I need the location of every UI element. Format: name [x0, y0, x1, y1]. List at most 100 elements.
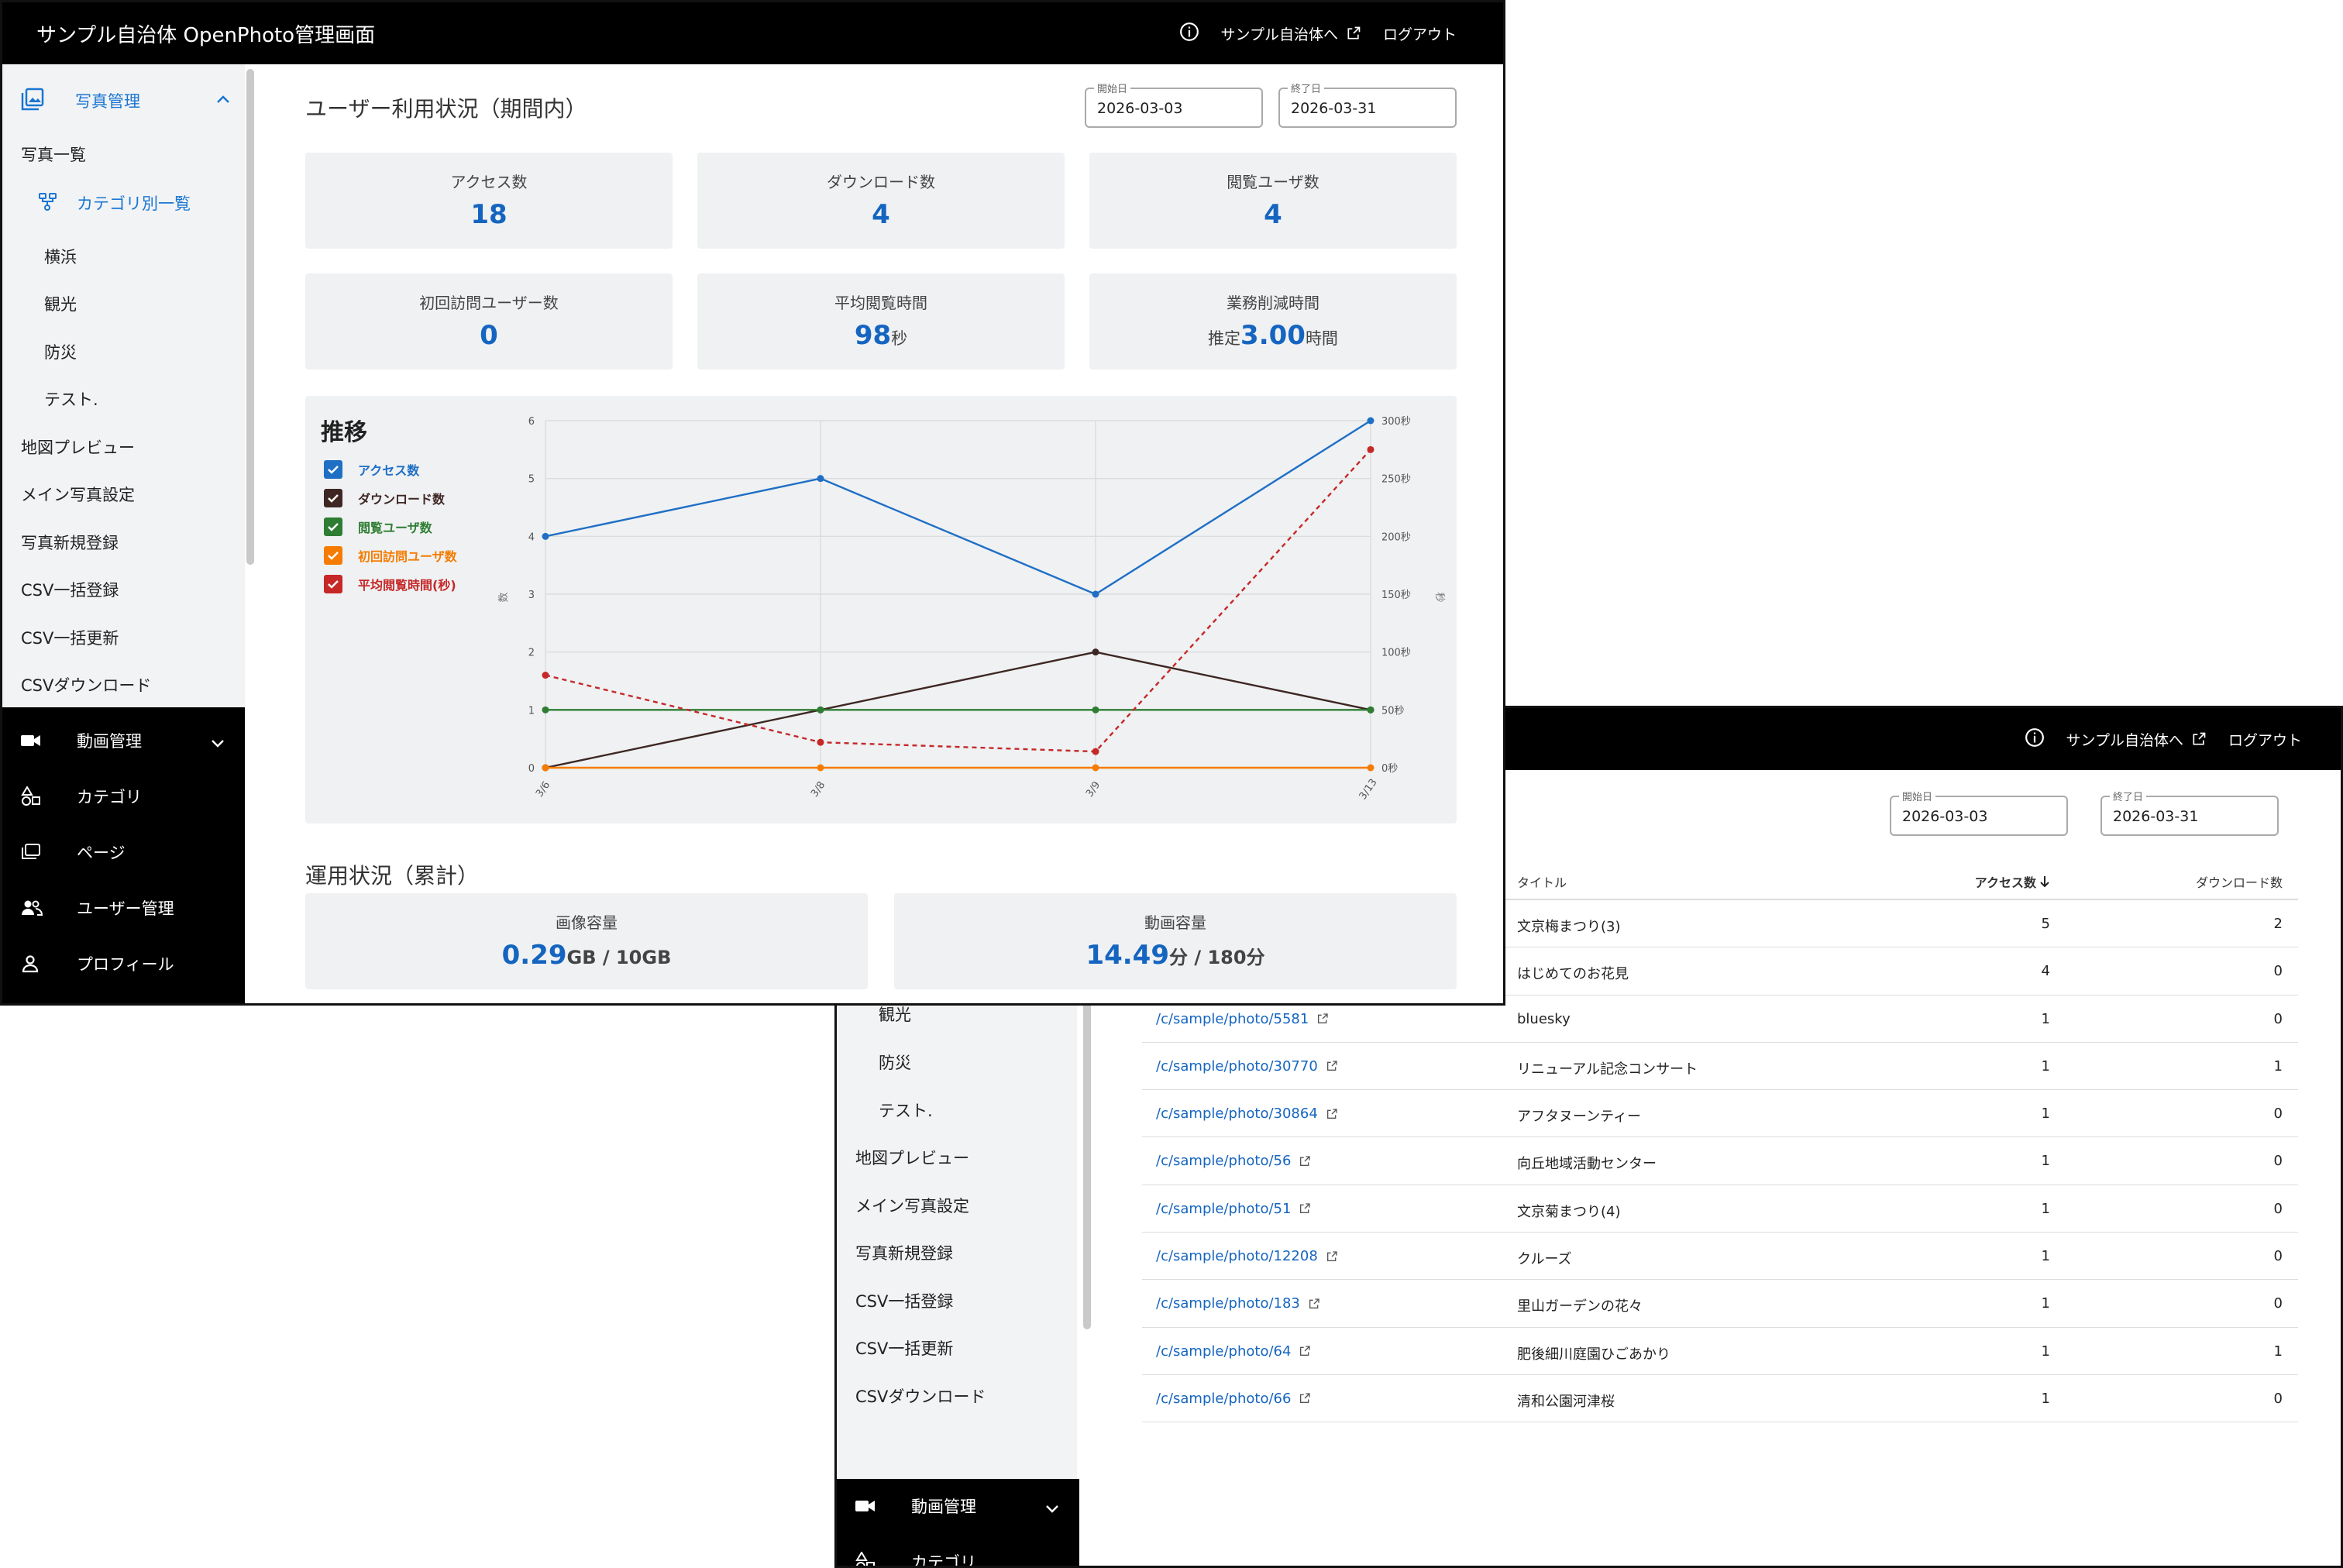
nav-user-management[interactable]: ユーザー管理: [2, 881, 245, 935]
x-tick-label: 3/6: [534, 779, 552, 799]
row-download-count: 2: [2273, 916, 2283, 932]
stat-download-value: 4: [872, 199, 890, 230]
sidebar-scrollbar[interactable]: [1083, 770, 1091, 1329]
logout-button[interactable]: ログアウト: [1382, 26, 1457, 43]
y-tick-label-left: 4: [528, 531, 535, 543]
start-date-field[interactable]: 開始日 2026-03-03: [1085, 81, 1263, 128]
photo-link-text: /c/sample/photo/64: [1156, 1343, 1292, 1360]
nav-profile[interactable]: プロフィール: [2, 937, 245, 991]
sidebar-photo-section-label: 写真管理: [75, 92, 140, 111]
start-date-value: 2026-03-03: [1902, 808, 1988, 825]
sidebar-item-new-photo[interactable]: 写真新規登録: [855, 1244, 953, 1263]
legend-item[interactable]: 初回訪問ユーザ数: [324, 541, 457, 569]
end-date-field[interactable]: 終了日 2026-03-31: [1278, 81, 1457, 128]
site-link[interactable]: サンプル自治体へ: [1221, 23, 1361, 44]
checkbox-icon[interactable]: [324, 459, 342, 479]
external-link-icon: [1347, 26, 1361, 40]
legend-item[interactable]: 閲覧ユーザ数: [324, 512, 457, 541]
start-date-value: 2026-03-03: [1097, 100, 1183, 117]
photo-link[interactable]: /c/sample/photo/12208: [1156, 1248, 1338, 1264]
legend-item[interactable]: 平均閲覧時間(秒): [324, 569, 457, 598]
end-date-field[interactable]: 終了日 2026-03-31: [2100, 789, 2279, 836]
photo-link[interactable]: /c/sample/photo/64: [1156, 1343, 1311, 1360]
photo-link[interactable]: /c/sample/photo/51: [1156, 1201, 1311, 1217]
photo-link[interactable]: /c/sample/photo/30770: [1156, 1058, 1338, 1075]
sidebar-category-bousai[interactable]: 防災: [879, 1054, 911, 1072]
start-date-field[interactable]: 開始日 2026-03-03: [1890, 789, 2068, 836]
sidebar-item-photo-list[interactable]: 写真一覧: [21, 146, 86, 164]
y-tick-label-right: 100秒: [1381, 648, 1411, 659]
video-capacity-card: 動画容量 14.49分 / 180分: [894, 893, 1457, 989]
photo-link[interactable]: /c/sample/photo/183: [1156, 1295, 1320, 1312]
x-tick-label: 3/13: [1357, 777, 1380, 803]
sidebar-item-map-preview[interactable]: 地図プレビュー: [21, 438, 135, 457]
sidebar-photo-section[interactable]: 写真管理: [21, 88, 230, 114]
photo-link[interactable]: /c/sample/photo/30864: [1156, 1106, 1338, 1122]
sidebar-item-map-preview[interactable]: 地図プレビュー: [855, 1149, 969, 1167]
sidebar-category-yokohama[interactable]: 横浜: [44, 248, 77, 266]
row-title: アフタヌーンティー: [1517, 1109, 1642, 1126]
row-access-count: 4: [2041, 963, 2050, 980]
sidebar-item-category-list-label: カテゴリ別一覧: [77, 194, 191, 213]
legend-label: ダウンロード数: [358, 491, 446, 507]
sidebar-item-csv-download[interactable]: CSVダウンロード: [855, 1387, 986, 1406]
sidebar-category-test[interactable]: テスト.: [44, 390, 98, 409]
sidebar-item-csv-update[interactable]: CSV一括更新: [21, 629, 119, 648]
y-tick-label-left: 1: [528, 705, 535, 717]
photo-link[interactable]: /c/sample/photo/66: [1156, 1391, 1311, 1407]
column-access: アクセス数: [1974, 875, 2036, 890]
checkbox-icon[interactable]: [324, 574, 342, 593]
y-tick-label-right: 250秒: [1381, 474, 1411, 486]
stat-first-visit: 初回訪問ユーザー数 0: [305, 273, 673, 370]
sidebar-item-csv-import[interactable]: CSV一括登録: [21, 581, 119, 600]
photo-link-text: /c/sample/photo/12208: [1156, 1248, 1318, 1265]
chevron-up-icon: [216, 92, 230, 107]
info-icon[interactable]: [2025, 727, 2045, 751]
sidebar-item-csv-import[interactable]: CSV一括登録: [855, 1292, 954, 1311]
nav-page[interactable]: ページ: [2, 825, 245, 879]
site-link-label: サンプル自治体へ: [1220, 26, 1338, 43]
nav-category[interactable]: カテゴリ: [837, 1535, 1079, 1566]
site-link[interactable]: サンプル自治体へ: [2066, 729, 2207, 750]
sidebar-item-category-list[interactable]: カテゴリ別一覧: [38, 191, 191, 215]
sidebar-item-main-photo[interactable]: メイン写真設定: [855, 1197, 969, 1216]
sidebar-item-csv-download[interactable]: CSVダウンロード: [21, 676, 152, 695]
column-download[interactable]: ダウンロード数: [2195, 875, 2283, 890]
photo-link[interactable]: /c/sample/photo/5581: [1156, 1011, 1329, 1027]
photo-link[interactable]: /c/sample/photo/56: [1156, 1153, 1311, 1169]
checkbox-icon[interactable]: [324, 545, 342, 565]
image-capacity-unit: GB / 10GB: [566, 947, 672, 968]
sidebar-category-test[interactable]: テスト.: [879, 1102, 933, 1120]
row-access-count: 5: [2041, 916, 2050, 932]
ranking-table: タイトル アクセス数 ダウンロード数 文京梅まつり(3) 5 2 はじめてのお花見 4 0…: [1142, 860, 2298, 1423]
sidebar-category-kanko[interactable]: 観光: [44, 295, 77, 314]
photo-link-text: /c/sample/photo/51: [1156, 1200, 1292, 1217]
nav-video-label: 動画管理: [77, 732, 142, 751]
nav-video[interactable]: 動画管理: [2, 714, 245, 768]
stat-avg-view-time: 平均閲覧時間 98秒: [697, 273, 1065, 370]
column-access-sort[interactable]: アクセス数: [1975, 872, 2050, 891]
logout-button[interactable]: ログアウト: [2228, 731, 2302, 749]
info-icon[interactable]: [1179, 22, 1199, 46]
photo-link-text: /c/sample/photo/5581: [1156, 1010, 1309, 1027]
sidebar-item-main-photo[interactable]: メイン写真設定: [21, 486, 135, 504]
sidebar-scrollbar[interactable]: [246, 69, 254, 565]
checkbox-icon[interactable]: [324, 488, 342, 507]
nav-category[interactable]: カテゴリ: [2, 769, 245, 824]
table-row: /c/sample/photo/30864 アフタヌーンティー 1 0: [1142, 1090, 2298, 1138]
stat-work-reduction-prefix: 推定: [1208, 329, 1241, 348]
stat-work-reduction-unit: 時間: [1305, 329, 1338, 348]
sidebar-category-bousai[interactable]: 防災: [44, 343, 77, 362]
sidebar-category-kanko[interactable]: 観光: [879, 1006, 911, 1024]
nav-video[interactable]: 動画管理: [837, 1479, 1079, 1533]
legend-item[interactable]: アクセス数: [324, 455, 457, 483]
data-point: [542, 706, 549, 714]
sidebar-item-csv-update[interactable]: CSV一括更新: [855, 1339, 954, 1358]
row-title: クルーズ: [1517, 1251, 1572, 1268]
legend-item[interactable]: ダウンロード数: [324, 483, 457, 512]
sidebar-item-new-photo[interactable]: 写真新規登録: [21, 534, 119, 552]
data-point: [1367, 445, 1374, 453]
checkbox-icon[interactable]: [324, 517, 342, 536]
row-access-count: 1: [2041, 1010, 2050, 1027]
stat-first-visit-label: 初回訪問ユーザー数: [419, 294, 559, 312]
